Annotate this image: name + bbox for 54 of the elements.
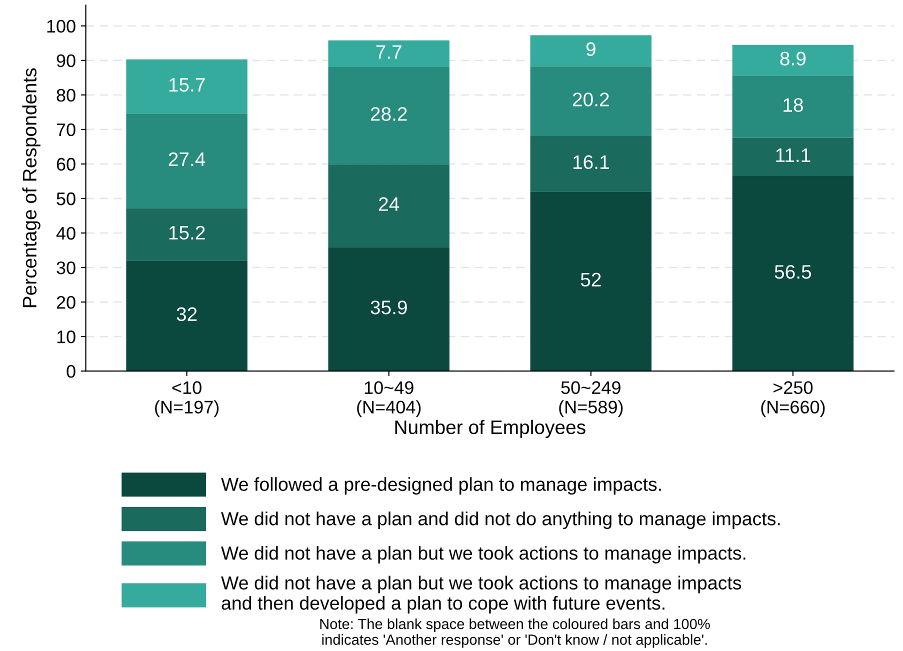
y-tick-label: 10: [57, 330, 76, 344]
bar: [328, 40, 450, 67]
data-label: 27.4: [168, 152, 206, 166]
text: Note: The blank space between the coloured bars and 100% indicates 'Another response' or 'Don't know / not applicable'.: [320, 618, 710, 648]
bar: [732, 76, 854, 138]
bar: [530, 35, 652, 66]
data-label: 15.7: [169, 78, 205, 92]
data-label: 28.2: [370, 107, 407, 121]
y-tick-label: 20: [56, 296, 76, 309]
legend-label: We did not have a plan but we took actions to manage impacts and then developed a plan to cope with future events.: [221, 576, 742, 614]
x-tick-label: <10 (N=197): [155, 381, 219, 418]
y-tick-label: 100: [47, 20, 76, 33]
y-tick-label: 80: [56, 88, 76, 102]
y-axis-title: Percentage of Respondents: [22, 68, 40, 308]
data-label: 8.9: [780, 52, 806, 66]
y-tick-label: 70: [56, 123, 76, 136]
data-label: 11.1: [776, 148, 810, 162]
bar: [328, 247, 450, 372]
bar: [328, 66, 450, 164]
y-tick-label: 60: [56, 158, 76, 171]
x-tick-label: 50~249 (N=589): [559, 381, 623, 418]
data-label: 52: [580, 272, 601, 287]
data-label: 15.2: [169, 226, 205, 240]
legend-label: We followed a pre-designed plan to manage impacts.: [221, 477, 661, 495]
x-tick-label: 10~49 (N=404): [357, 381, 421, 418]
x-axis-title: Number of Employees: [395, 420, 586, 438]
bar: [126, 260, 248, 372]
data-label: 20.2: [572, 92, 609, 106]
data-label: 32: [176, 307, 197, 322]
bar: [530, 66, 652, 136]
data-label: 24: [379, 197, 400, 211]
legend-label: We did not have a plan and did not do anything to manage impacts.: [221, 512, 780, 530]
bar: [530, 136, 652, 192]
bar: [732, 176, 854, 372]
data-label: 9: [586, 42, 596, 56]
data-label: 16.1: [573, 155, 609, 170]
y-tick-label: 0: [66, 365, 76, 378]
bar: [328, 164, 450, 248]
y-tick-label: 50: [56, 192, 76, 206]
y-tick-label: 30: [56, 261, 76, 274]
bar: [126, 114, 248, 208]
bar: [732, 138, 854, 176]
legend-label: We did not have a plan but we took actions to manage impacts.: [221, 546, 746, 564]
data-label: 35.9: [370, 300, 407, 314]
bar: [732, 44, 854, 76]
y-tick-label: 90: [56, 54, 76, 68]
y-tick-label: 40: [56, 226, 76, 240]
data-label: 56.5: [774, 265, 812, 279]
data-label: 7.7: [376, 45, 402, 59]
bar: [126, 208, 248, 261]
data-label: 18: [784, 98, 803, 112]
bar: [530, 192, 652, 372]
bar: [126, 59, 248, 114]
x-tick-label: >250 (N=660): [761, 381, 825, 418]
